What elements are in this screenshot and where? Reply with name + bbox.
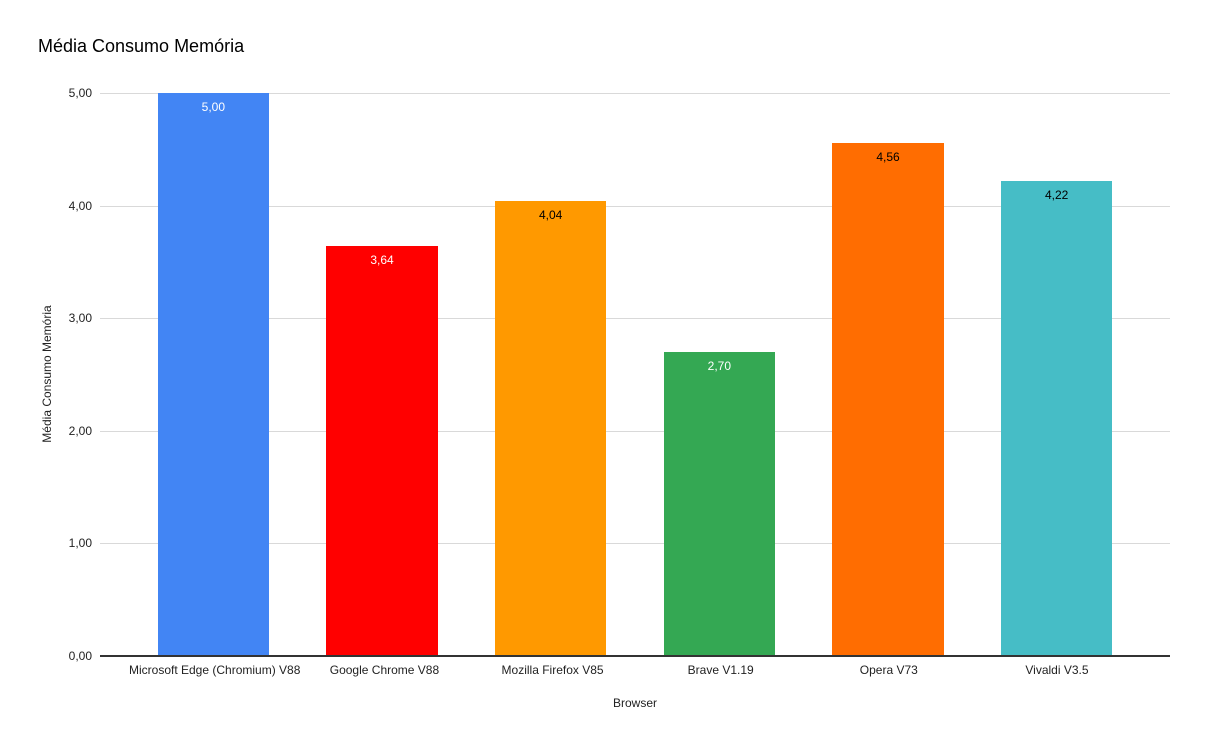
bar-vivaldi-v3-5[interactable]: 4,22: [1001, 180, 1113, 656]
x-axis-title: Browser: [612, 696, 657, 710]
x-axis-labels: Microsoft Edge (Chromium) V88 Google Chro…: [100, 663, 1170, 677]
bar-opera-v73[interactable]: 4,56: [832, 142, 944, 656]
gridline: [100, 93, 1170, 94]
bar-slot: 2,70: [635, 93, 804, 656]
x-tick-label: Brave V1.19: [687, 663, 754, 677]
bar-slot: 4,04: [466, 93, 635, 656]
bar-value-label: 4,04: [538, 208, 563, 223]
bar-microsoft-edge-chromium-v88[interactable]: 5,00: [157, 93, 269, 656]
plot-area: 5,00 3,64 4,04 2,70 4,56 4,22 0,00 1,00 2,00 3,0…: [69, 86, 1170, 663]
y-tick-label: 4,00: [68, 198, 92, 213]
x-tick-label: Opera V73: [859, 663, 918, 677]
gridline: [100, 205, 1170, 207]
x-tick-label: Google Chrome V88: [329, 663, 440, 677]
bar-value-label: 4,56: [876, 149, 900, 164]
chart-title: Média Consumo Memória: [38, 36, 245, 56]
bar-value-label: 4,22: [1045, 187, 1069, 202]
gridline: [100, 430, 1170, 432]
x-axis-line: [100, 655, 1170, 657]
bar-google-chrome-v88[interactable]: 3,64: [326, 246, 438, 656]
y-tick-label: 3,00: [68, 311, 92, 326]
x-tick-label: Vivaldi V3.5: [1025, 663, 1089, 677]
x-tick-label: Mozilla Firefox V85: [501, 663, 604, 677]
gridline: [100, 318, 1170, 320]
bar-slot: 4,56: [804, 93, 973, 656]
bar-brave-v1-19[interactable]: 2,70: [663, 351, 775, 656]
bar-value-label: 3,64: [370, 253, 394, 268]
y-tick-label: 1,00: [68, 536, 92, 551]
y-tick-label: 0,00: [68, 649, 92, 663]
bar-slot: 3,64: [298, 93, 467, 656]
bar-value-label: 2,70: [707, 358, 732, 373]
y-tick-label: 2,00: [68, 423, 92, 438]
x-tick-label: Microsoft Edge (Chromium) V88: [129, 663, 301, 677]
y-axis-title: Média Consumo Memória: [40, 305, 54, 443]
bars: 5,00 3,64 4,04 2,70 4,56 4,22: [100, 93, 1170, 656]
bar-slot: 5,00: [129, 93, 298, 656]
gridline: [100, 543, 1170, 545]
bar-value-label: 5,00: [201, 100, 225, 114]
y-tick-label: 5,00: [68, 86, 92, 100]
bar-mozilla-firefox-v85[interactable]: 4,04: [495, 201, 607, 656]
bar-slot: 4,22: [972, 93, 1141, 656]
